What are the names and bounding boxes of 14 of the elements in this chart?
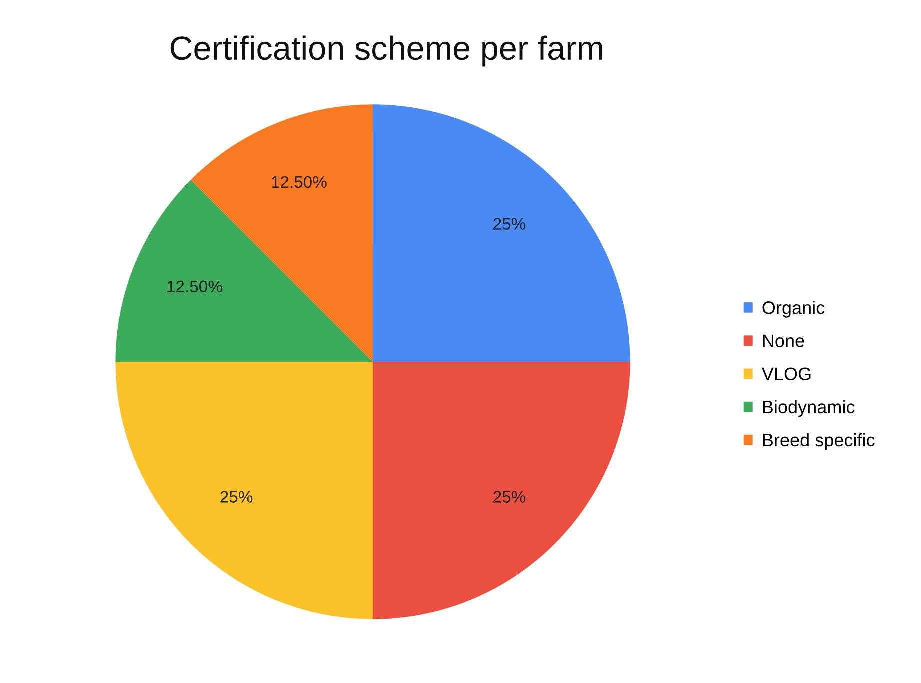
pie-slice bbox=[373, 104, 630, 362]
chart-title: Certification scheme per farm bbox=[170, 36, 602, 67]
data-label: 25% bbox=[494, 218, 526, 230]
legend-label: None bbox=[763, 334, 804, 348]
data-label: 12.50% bbox=[272, 176, 327, 188]
legend-label: VLOG bbox=[762, 368, 811, 380]
data-label: 25% bbox=[220, 491, 253, 503]
legend-label: Organic bbox=[762, 301, 825, 318]
data-label: 12.50% bbox=[168, 280, 222, 293]
legend-label: Breed specific bbox=[763, 433, 875, 450]
pie-slice bbox=[116, 362, 374, 620]
pie-slice bbox=[373, 362, 630, 620]
data-label: 25% bbox=[494, 491, 526, 503]
legend-label: Biodynamic bbox=[763, 400, 855, 418]
